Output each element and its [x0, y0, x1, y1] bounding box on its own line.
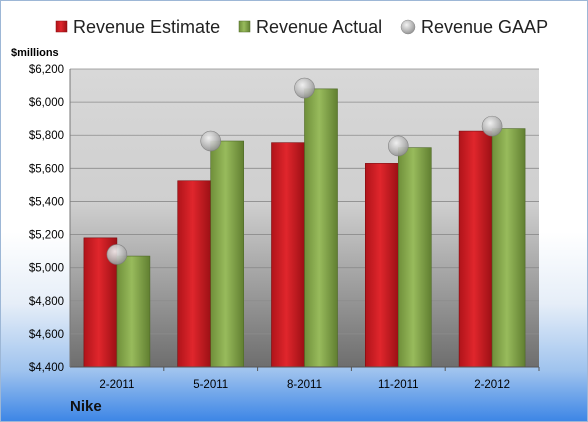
legend-item-revenue-gaap: Revenue GAAP [400, 17, 548, 37]
legend-marker-gaap [400, 19, 416, 35]
y-axis-unit-label: $millions [11, 47, 59, 59]
marker-revenue-gaap [294, 77, 315, 99]
y-tick-label: $5,800 [29, 130, 64, 142]
legend-label-estimate: Revenue Estimate [73, 17, 220, 37]
x-tick-label: 11-2011 [378, 379, 419, 391]
y-axis-ticks: $4,400 $4,600 $4,800 $5,000 $5,200 $5,400 $5,6… [29, 64, 64, 374]
y-tick-label: $4,800 [29, 296, 64, 308]
bar-revenue-estimate [458, 130, 493, 368]
bar-revenue-estimate [271, 142, 305, 368]
legend-swatch-actual [238, 20, 251, 33]
gaap-markers [106, 77, 503, 265]
legend-item-revenue-actual: Revenue Actual [238, 17, 382, 37]
bars [83, 88, 526, 368]
x-tick-label: 8-2011 [287, 379, 322, 391]
legend-item-revenue-estimate: Revenue Estimate [55, 17, 220, 37]
bar-revenue-estimate [177, 180, 211, 368]
bar-revenue-actual [397, 147, 432, 368]
bar-revenue-actual [116, 255, 151, 368]
y-tick-label: $4,600 [29, 329, 64, 341]
x-axis-ticks: 2-2011 5-2011 8-2011 11-2011 2-2012 [99, 367, 540, 391]
x-tick-label: 2-2012 [474, 379, 510, 391]
bar-revenue-estimate [364, 163, 399, 368]
bar-revenue-actual [304, 88, 338, 368]
y-tick-label: $4,400 [29, 362, 64, 374]
y-tick-label: $6,000 [29, 97, 64, 109]
x-tick-label: 2-2011 [99, 379, 134, 391]
legend-label-gaap: Revenue GAAP [421, 17, 548, 37]
marker-revenue-gaap [481, 115, 503, 137]
y-tick-label: $5,600 [29, 163, 64, 175]
y-tick-label: $5,200 [29, 230, 64, 242]
y-tick-label: $5,400 [29, 196, 64, 208]
legend-label-actual: Revenue Actual [256, 17, 382, 37]
legend-swatch-estimate [55, 20, 68, 33]
x-tick-label: 5-2011 [193, 379, 228, 391]
legend: Revenue Estimate Revenue Actual Revenue … [55, 17, 548, 37]
marker-revenue-gaap [200, 130, 221, 152]
y-tick-label: $6,200 [29, 64, 64, 76]
marker-revenue-gaap [106, 244, 128, 265]
marker-revenue-gaap [387, 135, 409, 157]
bar-revenue-actual [210, 140, 244, 368]
y-tick-label: $5,000 [29, 263, 64, 275]
company-label: Nike [70, 398, 102, 415]
bar-revenue-actual [491, 128, 526, 368]
